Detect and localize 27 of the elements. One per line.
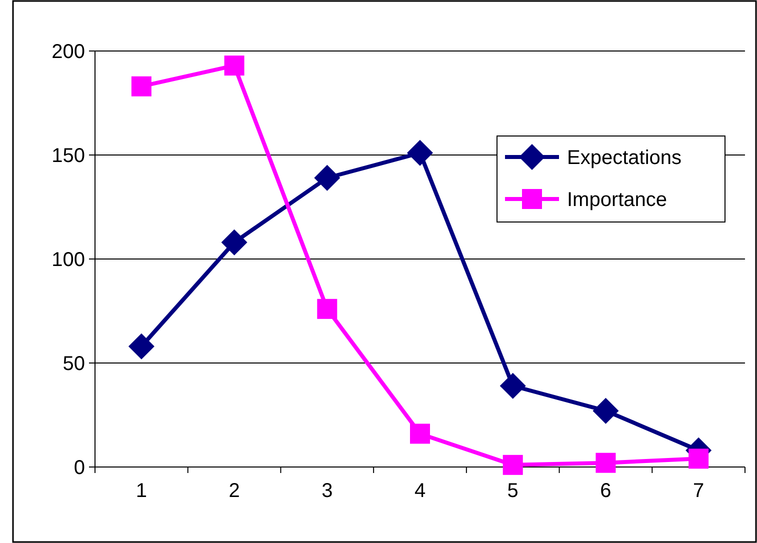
x-tick-label: 5 — [507, 480, 518, 502]
point — [596, 452, 616, 473]
x-tick-label: 7 — [693, 480, 704, 502]
legend-label: Expectations — [567, 147, 682, 169]
point — [500, 372, 526, 399]
y-tick-label: 200 — [52, 41, 85, 63]
point — [410, 424, 430, 444]
x-tick-label: 3 — [322, 480, 333, 502]
point — [502, 454, 523, 475]
x-tick-label: 6 — [600, 480, 612, 502]
point — [314, 164, 340, 191]
legend-label: Importance — [567, 189, 668, 211]
y-tick-label: 50 — [62, 353, 85, 375]
y-tick-label: 0 — [74, 457, 85, 479]
point — [224, 56, 244, 76]
point — [221, 229, 248, 256]
point — [592, 398, 619, 424]
point — [317, 298, 338, 319]
y-tick-label: 150 — [52, 145, 85, 167]
x-tick-label: 1 — [136, 480, 147, 502]
y-tick-label: 100 — [52, 249, 85, 271]
x-tick-label: 2 — [228, 480, 240, 502]
point — [407, 140, 433, 166]
x-tick-label: 4 — [414, 480, 426, 502]
point — [128, 333, 154, 360]
point — [688, 448, 709, 469]
point — [131, 76, 152, 96]
